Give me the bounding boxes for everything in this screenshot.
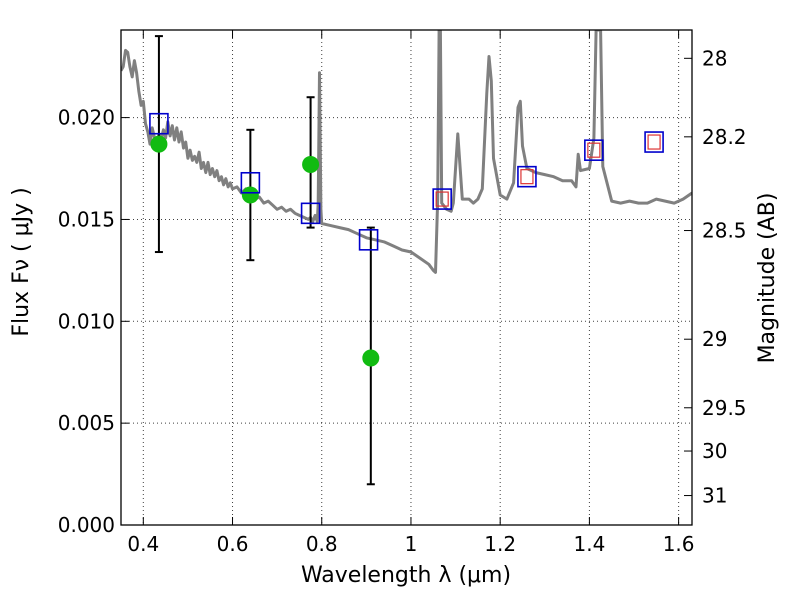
model-band-inner-square bbox=[520, 169, 534, 185]
observed-point bbox=[362, 349, 380, 367]
tick-marks bbox=[121, 30, 692, 526]
y-tick-label: 0.020 bbox=[58, 106, 115, 130]
x-tick-label: 1.6 bbox=[663, 532, 695, 556]
model-band-square bbox=[240, 171, 261, 194]
y-axis-title: Flux Fν ( μJy ) bbox=[9, 187, 34, 336]
x-tick-label: 0.8 bbox=[306, 532, 338, 556]
tick-labels: 0.4 0.6 0.8 1 1.2 1.4 1.6 0.000 0.005 0.010 0.015 0… bbox=[58, 46, 747, 556]
model-band-inner-square bbox=[647, 134, 661, 150]
model-band-inner-square bbox=[435, 191, 449, 207]
right-tick-label: 31 bbox=[702, 484, 727, 508]
right-tick-label: 28.5 bbox=[702, 219, 747, 243]
x-tick-label: 1 bbox=[405, 532, 418, 556]
x-tick-label: 0.6 bbox=[217, 532, 249, 556]
grid-lines bbox=[121, 30, 692, 526]
right-axis-title: Magnitude (AB) bbox=[755, 193, 780, 364]
model-spectrum-line bbox=[121, 30, 692, 274]
right-tick-label: 28 bbox=[702, 46, 727, 70]
x-axis-title: Wavelength λ (μm) bbox=[301, 563, 511, 588]
model-band-square bbox=[149, 112, 169, 135]
model-band-inner-square bbox=[587, 142, 601, 158]
model-band-square bbox=[300, 202, 321, 225]
y-tick-label: 0.005 bbox=[58, 411, 115, 435]
observed-point bbox=[150, 135, 168, 153]
x-tick-label: 1.2 bbox=[484, 532, 516, 556]
model-band-square bbox=[432, 188, 452, 210]
observed-point bbox=[241, 186, 259, 204]
model-band-square bbox=[358, 229, 379, 251]
x-tick-label: 1.4 bbox=[573, 532, 605, 556]
right-tick-label: 28.2 bbox=[702, 125, 747, 149]
y-tick-label: 0.015 bbox=[58, 207, 115, 231]
model-band-square bbox=[644, 131, 664, 153]
plot-area bbox=[121, 30, 692, 486]
x-tick-label: 0.4 bbox=[127, 532, 159, 556]
y-tick-label: 0.010 bbox=[58, 309, 115, 333]
model-band-square bbox=[584, 139, 604, 161]
observed-point bbox=[302, 155, 320, 173]
y-tick-label: 0.000 bbox=[58, 513, 115, 537]
right-tick-label: 30 bbox=[702, 439, 727, 463]
right-tick-label: 29.5 bbox=[702, 396, 747, 420]
plot-frame bbox=[120, 29, 693, 526]
model-band-square bbox=[517, 165, 537, 188]
right-tick-label: 29 bbox=[702, 327, 727, 351]
